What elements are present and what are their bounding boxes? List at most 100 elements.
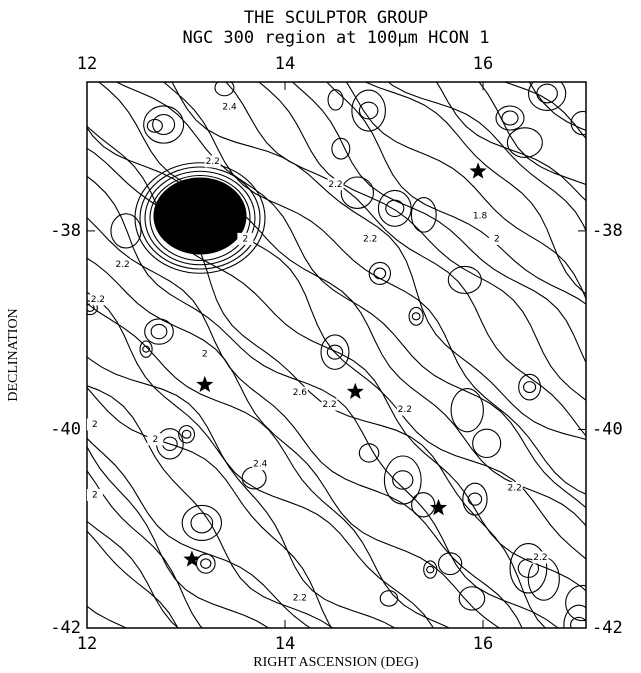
contour (87, 437, 312, 628)
contour (225, 82, 586, 437)
contour-label-bg (114, 258, 131, 271)
contour-lines (87, 82, 586, 628)
contour (178, 425, 196, 444)
contour-label: 2 (92, 420, 98, 430)
bright-source (153, 177, 247, 255)
contour (462, 482, 488, 516)
x-tick-label: 16 (473, 54, 493, 74)
plot-frame (86, 81, 587, 629)
contour (115, 82, 586, 509)
contour-label-bg (89, 293, 106, 306)
contour-label-bg (86, 488, 103, 501)
contour (214, 82, 235, 97)
contour-label: 2.2 (508, 484, 522, 494)
contour-label-bg (291, 592, 308, 605)
contour (190, 512, 214, 534)
contour (450, 388, 484, 433)
contour (472, 428, 502, 459)
contour (87, 469, 204, 628)
contour (139, 166, 261, 270)
x-tick-label: 14 (275, 54, 295, 74)
contour (200, 558, 212, 569)
contour (478, 82, 586, 186)
star (469, 162, 487, 179)
contour-label-bg (532, 551, 549, 564)
contour (87, 257, 501, 628)
contour (150, 323, 168, 340)
contour (373, 267, 387, 280)
x-axis-label: RIGHT ASCENSION (DEG) (253, 655, 419, 670)
contour (447, 265, 482, 294)
contour (97, 82, 586, 527)
contour-label-bg (506, 482, 523, 495)
contour-label-bg (321, 398, 338, 411)
contour (87, 125, 586, 592)
contour (320, 334, 350, 370)
contour (144, 170, 256, 266)
contour (181, 504, 223, 542)
contour-label-bg (327, 178, 344, 191)
contour (325, 82, 586, 305)
contour (411, 312, 421, 321)
contour (377, 189, 412, 227)
contour-label: 2.2 (206, 157, 220, 167)
contour (327, 89, 344, 111)
contour (570, 616, 586, 628)
y-axis-label: DECLINATION (6, 308, 21, 401)
y-tick-label: -38 (50, 221, 81, 241)
contour-label: 2.2 (91, 295, 105, 305)
contour (410, 196, 437, 233)
y-tick-label: -42 (50, 618, 81, 638)
contour (358, 443, 380, 463)
x-tick-label: 12 (77, 54, 97, 74)
contour (458, 586, 486, 611)
contour-label-bg (196, 348, 213, 361)
contour-label: 2 (202, 350, 208, 360)
contour (523, 381, 537, 394)
contour (144, 318, 174, 345)
contour (563, 604, 586, 628)
contour (536, 83, 558, 104)
contour (411, 492, 436, 518)
contour (527, 82, 567, 111)
contour-label: 2.2 (115, 260, 129, 270)
contour (181, 429, 192, 439)
contour (146, 118, 163, 133)
contour-label: 2 (92, 490, 98, 500)
contour (565, 584, 586, 622)
contour (258, 82, 586, 401)
contour-label-bg (204, 155, 221, 168)
contour-label-bg (147, 433, 164, 446)
contour (87, 445, 270, 628)
contour-label-bg (488, 232, 505, 245)
contour (501, 110, 519, 126)
contour (87, 520, 180, 628)
contour (291, 82, 586, 364)
contour (467, 492, 483, 506)
contour (368, 261, 392, 285)
contour-label-bg (291, 386, 308, 399)
contour-label: 2.2 (322, 400, 336, 410)
contour-label-bg (86, 418, 103, 431)
contour (87, 385, 334, 628)
contour (351, 89, 386, 132)
contour (87, 126, 586, 560)
contour (345, 82, 586, 300)
contour (87, 386, 333, 628)
y-tick-label: -42 (592, 618, 623, 638)
contour-label: 2.6 (293, 388, 308, 398)
x-tick-label: 14 (275, 634, 295, 654)
star (429, 498, 447, 516)
chart-subtitle: NGC 300 region at 100μm HCON 1 (182, 28, 489, 48)
contour-label: 2.2 (363, 234, 377, 244)
contour (87, 291, 434, 628)
chart-title: THE SCULPTOR GROUP (244, 8, 428, 28)
star (183, 550, 201, 567)
contour (518, 373, 542, 401)
y-tick-label: -40 (50, 419, 81, 439)
contour (142, 345, 150, 353)
x-tick-label: 16 (473, 634, 493, 654)
contour (426, 565, 435, 574)
star (196, 375, 214, 393)
contour (134, 162, 266, 274)
